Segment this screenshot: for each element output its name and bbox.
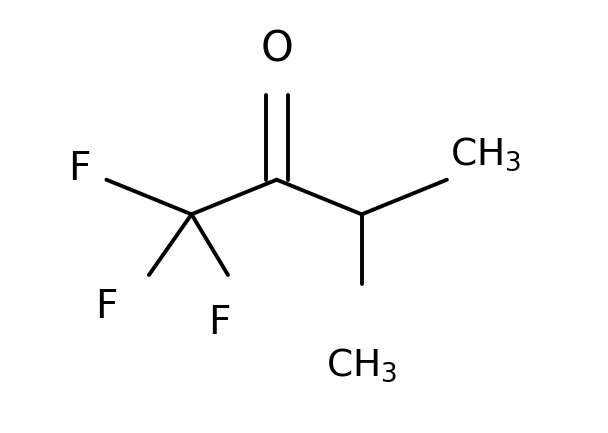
Text: F: F [67, 150, 91, 188]
Text: O: O [260, 29, 293, 71]
Text: F: F [207, 304, 230, 342]
Text: CH$_3$: CH$_3$ [450, 135, 521, 172]
Text: F: F [95, 288, 118, 326]
Text: CH$_3$: CH$_3$ [326, 346, 398, 384]
